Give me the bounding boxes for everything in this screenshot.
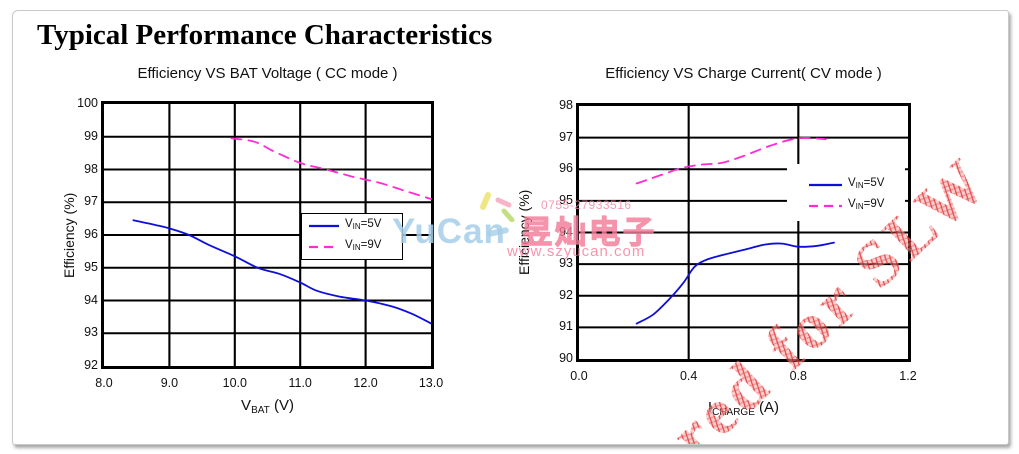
chart0-legend bbox=[301, 213, 403, 260]
y-tick-label: 92 bbox=[84, 358, 98, 372]
chart1-series-VIN=5V bbox=[635, 241, 835, 325]
y-tick-label: 99 bbox=[84, 128, 98, 143]
document-page: Typical Performance Characteristics Effi… bbox=[12, 10, 1009, 445]
legend-line-sample bbox=[809, 183, 842, 187]
legend-entry-label: VIN=9V bbox=[848, 198, 885, 211]
sparkle-icon bbox=[480, 192, 515, 222]
legend-line-sample bbox=[309, 224, 339, 228]
y-tick-label: 96 bbox=[559, 161, 573, 176]
yucan-brand-watermark: YuCan bbox=[392, 212, 506, 251]
y-tick-label: 94 bbox=[84, 292, 98, 307]
x-axis-symbol: V bbox=[241, 397, 252, 414]
yucan-url-watermark: www.szyucan.com bbox=[507, 243, 646, 260]
y-tick-label: 91 bbox=[559, 319, 573, 334]
chart1-series-VIN=9V bbox=[635, 137, 827, 185]
chart0-title: Efficiency VS BAT Voltage ( CC mode ) bbox=[137, 65, 398, 82]
y-tick-label: 98 bbox=[84, 161, 98, 176]
x-tick-label: 12.0 bbox=[353, 376, 378, 390]
x-tick-label: 0.4 bbox=[679, 369, 698, 383]
y-tick-label: 93 bbox=[84, 325, 98, 340]
chart1-title: Efficiency VS Charge Current( CV mode ) bbox=[605, 65, 882, 82]
chart0-series-VIN=9V bbox=[230, 137, 432, 200]
y-tick-label: 97 bbox=[84, 194, 98, 209]
x-tick-label: 10.0 bbox=[222, 376, 247, 390]
yucan-chinese-watermark: 昱灿电子 bbox=[520, 214, 657, 250]
page-title: Typical Performance Characteristics bbox=[37, 19, 493, 51]
y-tick-label: 95 bbox=[84, 259, 98, 274]
x-axis-unit: (V) bbox=[269, 397, 294, 414]
y-tick-label: 100 bbox=[77, 96, 98, 110]
y-tick-label: 98 bbox=[559, 98, 573, 112]
chart0-series-VIN=5V bbox=[132, 219, 432, 325]
y-tick-label: 90 bbox=[559, 351, 573, 365]
legend-entry-label: VIN=9V bbox=[345, 239, 382, 252]
legend-entry-label: VIN=5V bbox=[848, 177, 885, 190]
y-tick-label: 96 bbox=[84, 227, 98, 241]
y-tick-label: 93 bbox=[559, 256, 573, 271]
x-tick-label: 13.0 bbox=[418, 376, 444, 390]
x-axis-subscript: BAT bbox=[251, 405, 270, 416]
x-tick-label: 0.0 bbox=[570, 369, 588, 383]
x-tick-label: 1.2 bbox=[899, 369, 917, 383]
legend-line-sample bbox=[809, 204, 842, 208]
y-tick-label: 92 bbox=[559, 287, 573, 302]
y-tick-label: 95 bbox=[559, 192, 573, 207]
x-tick-label: 9.0 bbox=[160, 376, 179, 390]
legend-entry-label: VIN=5V bbox=[345, 218, 382, 231]
y-tick-label: 94 bbox=[559, 224, 573, 239]
legend-line-sample bbox=[309, 245, 339, 249]
x-tick-label: 8.0 bbox=[95, 376, 113, 390]
x-tick-label: 11.0 bbox=[288, 376, 312, 390]
yucan-phone-watermark: 0755-27933516 bbox=[541, 198, 632, 212]
chart0-x-axis-label: VBAT (V) bbox=[104, 397, 431, 416]
y-tick-label: 97 bbox=[559, 129, 573, 144]
